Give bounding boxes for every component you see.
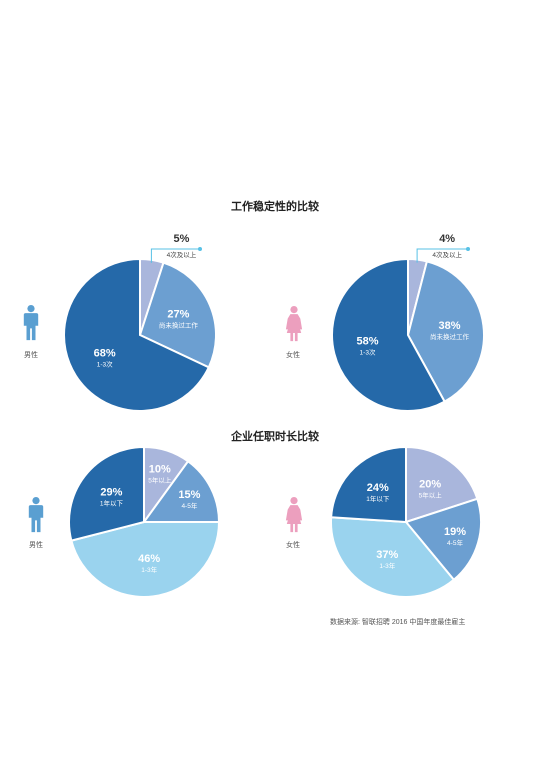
slice-category-label: 4-5年 — [181, 501, 197, 510]
pie-slice — [63, 257, 211, 412]
slice-percent-label: 37% — [376, 549, 398, 561]
slice-percent-label: 4% — [439, 233, 455, 245]
data-source-note: 数据来源: 智联招聘 2016 中国年度最佳雇主 — [330, 619, 466, 626]
slice-percent-label: 58% — [356, 335, 378, 347]
slice-percent-label: 46% — [138, 553, 160, 565]
pie-slice — [70, 521, 221, 598]
male-label-bottom: 男性 — [29, 540, 43, 549]
female-label-bottom: 女性 — [286, 540, 300, 549]
slice-category-label: 1-3次 — [360, 347, 376, 356]
pie-slice — [331, 257, 446, 412]
pie-chart-2: 4% 4次及以上 38%尚未换过工作 58%1-3次 — [331, 233, 485, 412]
slice-percent-label: 19% — [444, 526, 466, 538]
female-label-top: 女性 — [286, 350, 300, 359]
slice-category-label: 5年以上 — [419, 491, 443, 500]
pie-chart-3: 10%5年以上 15%4-5年 46%1-3年 29%1年以下 — [68, 445, 221, 598]
slice-category-label: 4-5年 — [447, 538, 463, 547]
leader-dot — [466, 247, 470, 251]
pie-slice — [406, 260, 485, 403]
pie-chart-4: 20%5年以上 19%4-5年 37%1-3年 24%1年以下 — [330, 445, 482, 598]
female-icon-top — [285, 306, 303, 342]
slice-percent-label: 29% — [100, 487, 122, 499]
male-icon-top — [23, 305, 39, 341]
slice-percent-label: 27% — [167, 308, 189, 320]
slice-category-label: 1-3年 — [141, 565, 157, 574]
pie-slice — [330, 516, 456, 598]
leader-dot — [198, 247, 202, 251]
pie-slice — [142, 459, 221, 523]
section-title-stability: 工作稳定性的比较 — [231, 201, 319, 213]
slice-category-label: 4次及以上 — [432, 250, 462, 259]
pie-slice — [330, 445, 407, 524]
slice-percent-label: 10% — [149, 464, 171, 476]
pie-chart-1: 5% 4次及以上 27%尚未换过工作 68%1-3次 — [63, 233, 217, 412]
slice-percent-label: 38% — [438, 320, 460, 332]
pie-slice — [138, 261, 217, 369]
female-icon-bottom — [285, 497, 303, 533]
pie-slice — [405, 445, 479, 524]
leader-line — [416, 248, 468, 263]
slice-category-label: 1年以下 — [366, 494, 390, 503]
slice-category-label: 5年以上 — [148, 476, 172, 485]
pie-slice — [404, 497, 482, 582]
section-title-tenure: 企业任职时长比较 — [231, 431, 319, 443]
slice-category-label: 1年以下 — [100, 499, 124, 508]
slice-percent-label: 15% — [178, 489, 200, 501]
slice-category-label: 尚未换过工作 — [430, 332, 470, 341]
pie-slice — [68, 445, 145, 542]
slice-percent-label: 20% — [419, 479, 441, 491]
male-icon-bottom — [28, 497, 44, 533]
slice-category-label: 4次及以上 — [167, 250, 197, 259]
slice-percent-label: 68% — [94, 347, 116, 359]
slice-percent-label: 24% — [367, 482, 389, 494]
slice-category-label: 尚未换过工作 — [159, 320, 199, 329]
slice-category-label: 1-3次 — [97, 359, 113, 368]
leader-line — [150, 248, 200, 263]
slice-category-label: 1-3年 — [379, 561, 395, 570]
slice-percent-label: 5% — [173, 233, 189, 245]
male-label-top: 男性 — [24, 350, 38, 359]
